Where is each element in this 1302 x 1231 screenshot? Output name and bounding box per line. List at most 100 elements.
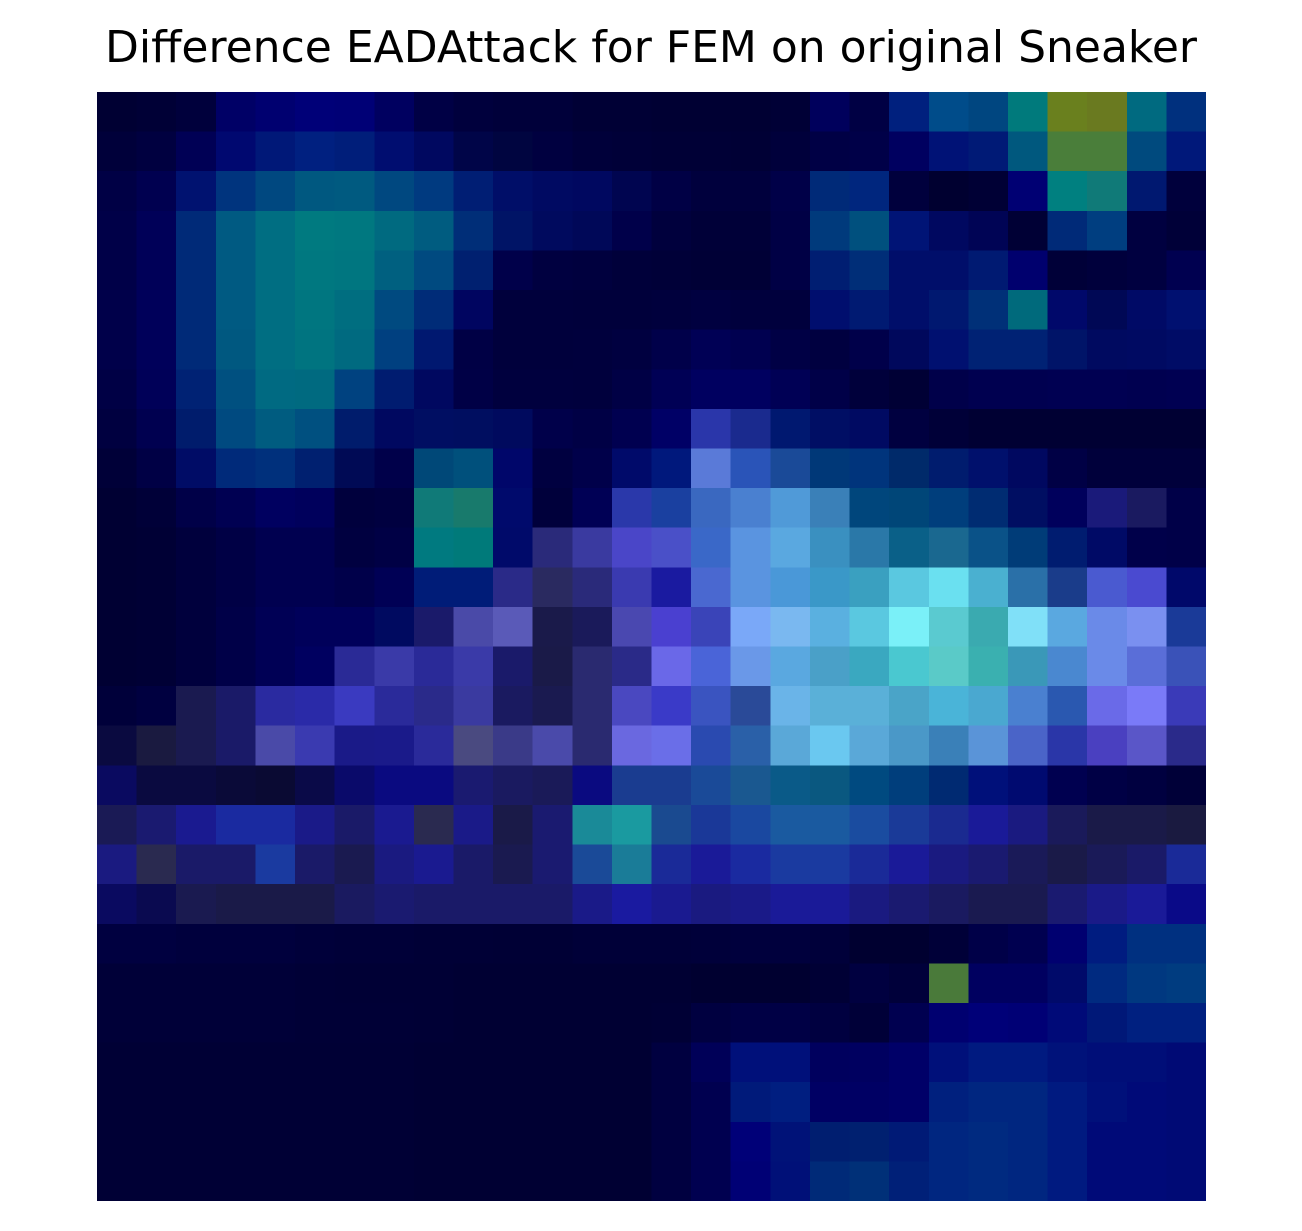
heatmap-cell <box>968 844 1009 885</box>
heatmap-cell <box>611 804 653 846</box>
heatmap-cell <box>453 250 494 291</box>
heatmap-cell <box>889 804 930 846</box>
heatmap-cell <box>849 210 890 252</box>
heatmap-cell <box>889 250 930 291</box>
heatmap-cell <box>809 1042 851 1083</box>
heatmap-cell <box>1047 1042 1088 1083</box>
heatmap-cell <box>493 1002 534 1044</box>
heatmap-cell <box>1126 171 1167 212</box>
heatmap-cell <box>1087 290 1128 331</box>
heatmap-cell <box>136 290 177 331</box>
heatmap-cell <box>532 448 573 489</box>
heatmap-cell <box>532 963 573 1004</box>
heatmap-cell <box>968 1121 1009 1162</box>
heatmap-cell <box>295 329 336 370</box>
heatmap-cell <box>730 448 771 489</box>
heatmap-cell <box>255 488 296 529</box>
heatmap-cell <box>215 408 257 450</box>
heatmap-cell <box>413 606 455 648</box>
heatmap-cell <box>1047 606 1088 648</box>
heatmap-cell <box>770 329 811 370</box>
heatmap-cell <box>374 488 415 529</box>
heatmap-cell <box>334 210 375 252</box>
heatmap-cell <box>809 210 851 252</box>
heatmap-cell <box>374 567 415 608</box>
heatmap-cell <box>1087 131 1128 172</box>
heatmap-cell <box>413 369 455 410</box>
heatmap-cell <box>136 1161 177 1201</box>
heatmap-cell <box>651 1161 692 1201</box>
heatmap-cell <box>97 1042 138 1083</box>
heatmap-cell <box>849 844 890 885</box>
heatmap-cell <box>295 448 336 489</box>
heatmap-cell <box>730 1082 771 1123</box>
heatmap-cell <box>651 131 692 172</box>
heatmap-cell <box>1047 488 1088 529</box>
heatmap-cell <box>1126 131 1167 172</box>
heatmap-cell <box>255 923 296 964</box>
heatmap-cell <box>413 1042 455 1083</box>
heatmap-cell <box>374 448 415 489</box>
heatmap-cell <box>215 527 257 568</box>
heatmap-cell <box>334 369 375 410</box>
heatmap-cell <box>1087 329 1128 370</box>
heatmap-cell <box>176 804 217 846</box>
heatmap-cell <box>453 567 494 608</box>
heatmap-cell <box>730 527 771 568</box>
heatmap-cell <box>215 448 257 489</box>
heatmap-cell <box>255 963 296 1004</box>
heatmap-cell <box>611 725 653 766</box>
heatmap-cell <box>295 369 336 410</box>
heatmap-cell <box>1007 448 1049 489</box>
heatmap-cell <box>849 1002 890 1044</box>
heatmap-cell <box>374 725 415 766</box>
heatmap-cell <box>1087 369 1128 410</box>
heatmap-cell <box>1166 844 1206 885</box>
heatmap-cell <box>215 646 257 687</box>
heatmap-cell <box>928 408 969 450</box>
heatmap-cell <box>928 923 969 964</box>
heatmap-cell <box>889 1121 930 1162</box>
heatmap-cell <box>1047 765 1088 806</box>
heatmap-cell <box>453 686 494 727</box>
heatmap-cell <box>493 329 534 370</box>
heatmap-cell <box>572 567 613 608</box>
heatmap-cell <box>1007 1042 1049 1083</box>
heatmap-cell <box>1007 329 1049 370</box>
heatmap-cell <box>928 884 969 925</box>
heatmap-cell <box>1007 527 1049 568</box>
heatmap-cell <box>334 567 375 608</box>
heatmap-cell <box>295 923 336 964</box>
heatmap-cell <box>730 1002 771 1044</box>
heatmap-cell <box>928 1042 969 1083</box>
heatmap-cell <box>215 1042 257 1083</box>
heatmap-cell <box>136 1002 177 1044</box>
heatmap-cell <box>1047 1002 1088 1044</box>
heatmap-cell <box>1166 369 1206 410</box>
heatmap-cell <box>1166 725 1206 766</box>
heatmap-cell <box>532 171 573 212</box>
heatmap-cell <box>968 1082 1009 1123</box>
heatmap-cell <box>691 92 732 133</box>
heatmap-cell <box>572 844 613 885</box>
heatmap-cell <box>1166 804 1206 846</box>
heatmap-cell <box>413 171 455 212</box>
heatmap-cell <box>97 171 138 212</box>
heatmap-cell <box>255 725 296 766</box>
heatmap-cell <box>1087 1042 1128 1083</box>
heatmap-cell <box>611 329 653 370</box>
heatmap-cell <box>493 369 534 410</box>
heatmap-cell <box>532 369 573 410</box>
heatmap-cell <box>97 1161 138 1201</box>
heatmap-cell <box>809 488 851 529</box>
heatmap-cell <box>691 646 732 687</box>
heatmap-cell <box>1126 1042 1167 1083</box>
heatmap-cell <box>651 92 692 133</box>
heatmap-cell <box>413 646 455 687</box>
heatmap-cell <box>770 92 811 133</box>
heatmap-cell <box>413 884 455 925</box>
heatmap-cell <box>453 1042 494 1083</box>
heatmap-cell <box>651 171 692 212</box>
heatmap-cell <box>374 329 415 370</box>
heatmap-cell <box>651 884 692 925</box>
